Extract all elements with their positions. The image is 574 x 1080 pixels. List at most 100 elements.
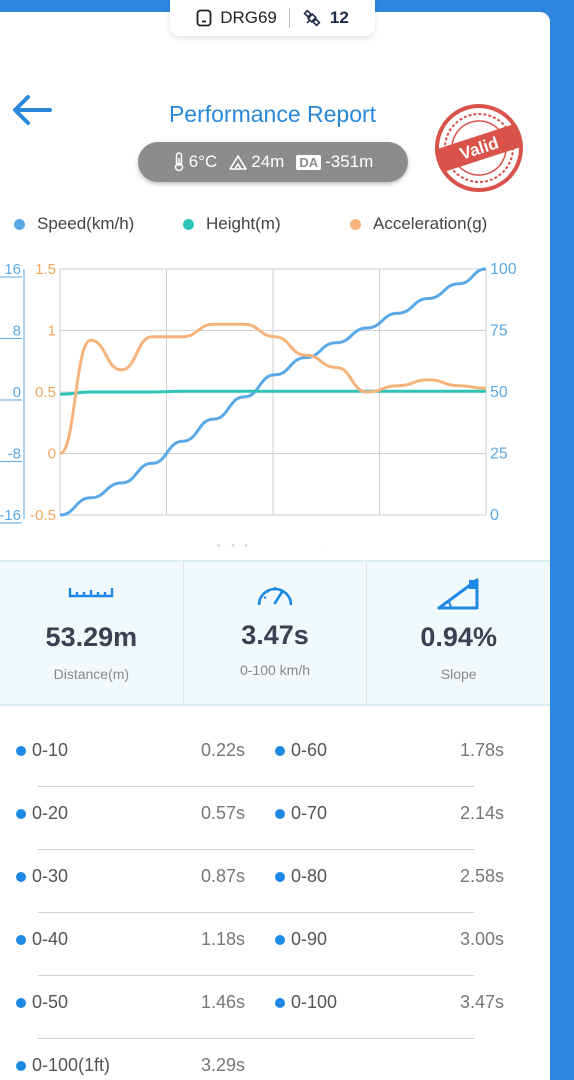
split-time: 0.57s — [201, 803, 246, 823]
density-altitude-item: DA -351m — [296, 152, 373, 172]
height-axis-tick-label: 0 — [13, 384, 21, 401]
split-time: 2.58s — [460, 866, 505, 886]
bullet-icon — [16, 871, 26, 882]
distance-value: 53.29m — [45, 622, 138, 652]
split-time: 3.29s — [201, 1055, 246, 1075]
ruler-icon — [69, 588, 114, 598]
back-button[interactable] — [10, 90, 54, 130]
mountain-icon — [229, 155, 248, 170]
split-time: 1.18s — [201, 929, 246, 949]
bullet-icon — [275, 808, 285, 819]
speed-axis-tick-label: 75 — [490, 323, 508, 340]
split-label: 0-50 — [32, 992, 69, 1012]
stat-acceleration-time: 3.47s 0-100 km/h — [182, 562, 367, 704]
acceleration-axis-tick-label: 1.5 — [35, 261, 56, 278]
acceleration-axis-tick-label: -0.5 — [30, 507, 56, 524]
bullet-icon — [16, 745, 26, 756]
bullet-icon — [16, 934, 26, 945]
acceleration-axis-tick-label: 1 — [48, 323, 56, 340]
split-left: 0-20 — [16, 803, 68, 824]
split-time: 0.87s — [201, 866, 246, 886]
acceleration-axis-tick-label: 0.5 — [35, 384, 56, 401]
row-divider — [38, 912, 474, 913]
legend-height-label: Height(m) — [206, 214, 281, 233]
split-label: 0-40 — [32, 929, 69, 949]
split-time: 0.22s — [201, 740, 246, 760]
speed-km-h-series-line — [59, 267, 487, 517]
acceleration-axis-tick-label: 0 — [48, 446, 56, 463]
stat-slope: 0.94% Slope — [366, 562, 550, 704]
slope-value: 0.94% — [420, 622, 497, 652]
pill-divider — [288, 8, 290, 28]
split-label: 0-70 — [291, 803, 328, 823]
back-arrow-icon — [13, 95, 52, 125]
legend-speed-dot — [14, 218, 25, 230]
legend-height-dot — [183, 218, 194, 230]
split-row: 0-10 0.22s 0-60 1.78s — [0, 722, 550, 787]
height-m-series-line — [59, 389, 486, 396]
da-badge: DA — [296, 154, 322, 170]
bullet-icon — [275, 997, 285, 1008]
speed-axis-tick-label: 0 — [490, 507, 499, 524]
device-status-pill[interactable]: DRG69 12 — [170, 0, 375, 36]
split-left: 0-50 — [16, 992, 68, 1013]
split-left: 0-100(1ft) — [16, 1055, 110, 1076]
legend-acceleration: Acceleration(g) — [350, 214, 487, 234]
device-icon — [196, 9, 212, 27]
conditions-pill: 6°C 24m DA -351m — [138, 142, 408, 182]
temperature-item: 6°C — [173, 152, 218, 172]
split-label: 0-90 — [291, 929, 328, 949]
split-left: 0-30 — [16, 866, 68, 887]
split-time: 3.47s — [460, 992, 505, 1012]
legend-acceleration-dot — [350, 218, 361, 230]
stat-distance: 53.29m Distance(m) — [0, 562, 183, 704]
bullet-icon — [275, 745, 285, 756]
zero-to-hundred-label: 0-100 km/h — [239, 662, 311, 678]
density-altitude-value: -351m — [325, 152, 374, 171]
row-divider — [38, 1038, 474, 1039]
height-axis-tick-label: -16 — [0, 507, 21, 524]
speedometer-icon — [257, 587, 293, 606]
device-name: DRG69 — [220, 8, 277, 27]
bullet-icon — [16, 808, 26, 819]
split-row: 0-100(1ft) 3.29s — [0, 1037, 550, 1080]
legend-acceleration-label: Acceleration(g) — [373, 214, 488, 233]
altitude-value: 24m — [251, 152, 285, 171]
split-right: 0-80 — [275, 866, 327, 887]
height-axis-tick-label: 16 — [4, 261, 21, 278]
split-row: 0-20 0.57s 0-70 2.14s — [0, 785, 550, 850]
legend-speed-label: Speed(km/h) — [37, 214, 135, 233]
split-time: 1.46s — [201, 992, 246, 1012]
height-axis-tick-label: 8 — [13, 323, 21, 340]
split-left: 0-40 — [16, 929, 68, 950]
performance-chart: 16 8 0 -8 -16 1.5 1 0.5 0 -0.5 100 75 50 25 0 abkhaz-au… — [0, 261, 517, 547]
watermark: abkhaz-auto.ru — [201, 539, 374, 547]
split-left: 0-10 — [16, 740, 68, 761]
satellite-icon — [303, 9, 321, 27]
report-card: Performance Report 6°C 24m DA -351m — [0, 12, 550, 1080]
speed-axis-tick-label: 50 — [490, 384, 508, 401]
acceleration-g-series-line — [59, 322, 487, 455]
temperature-value: 6°C — [188, 152, 218, 171]
speed-axis-tick-label: 100 — [490, 261, 517, 278]
split-row: 0-40 1.18s 0-90 3.00s — [0, 911, 550, 976]
split-row: 0-30 0.87s 0-80 2.58s — [0, 848, 550, 913]
split-label: 0-100 — [291, 992, 338, 1012]
split-right: 0-60 — [275, 740, 327, 761]
row-divider — [38, 849, 474, 850]
bullet-icon — [275, 871, 285, 882]
split-right: 0-70 — [275, 803, 327, 824]
thermometer-icon — [174, 152, 183, 172]
satellite-count: 12 — [329, 8, 349, 27]
split-label: 0-60 — [291, 740, 328, 760]
zero-to-hundred-value: 3.47s — [241, 620, 309, 650]
split-right: 0-100 — [275, 992, 337, 1013]
split-label: 0-80 — [291, 866, 328, 886]
row-divider — [38, 975, 474, 976]
split-time: 3.00s — [460, 929, 505, 949]
slope-icon — [437, 578, 479, 610]
bullet-icon — [16, 1060, 26, 1071]
split-label: 0-20 — [32, 803, 69, 823]
split-row: 0-50 1.46s 0-100 3.47s — [0, 974, 550, 1039]
valid-stamp-icon: Valid — [435, 104, 523, 192]
